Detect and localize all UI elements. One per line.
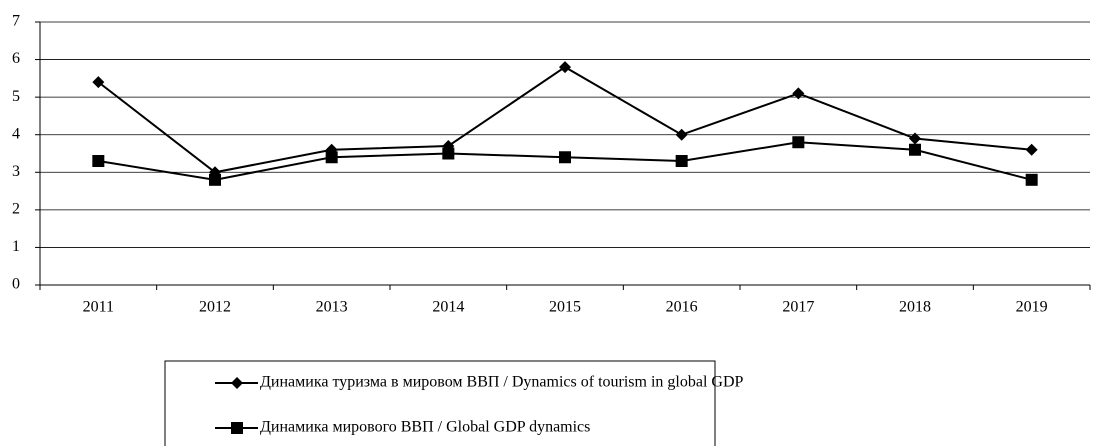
legend-label: Динамика туризма в мировом ВВП / Dynamic… [260, 374, 744, 391]
point [559, 151, 571, 164]
point [209, 173, 221, 186]
y-tick-label: 5 [12, 88, 20, 105]
y-tick-label: 0 [12, 276, 20, 293]
legend-marker [231, 422, 243, 434]
point [1025, 173, 1038, 186]
x-tick-label: 2011 [83, 299, 114, 316]
point [909, 143, 921, 156]
y-tick-label: 7 [12, 13, 20, 30]
y-tick-label: 4 [12, 125, 20, 142]
point [792, 87, 805, 100]
point [92, 155, 105, 168]
legend-marker [231, 377, 243, 389]
point [325, 151, 338, 164]
point [442, 147, 455, 160]
x-tick-label: 2013 [316, 299, 348, 316]
y-tick-label: 6 [12, 50, 20, 67]
x-tick-label: 2012 [199, 299, 231, 316]
point [92, 76, 105, 89]
point [909, 132, 921, 145]
x-tick-label: 2016 [666, 299, 698, 316]
x-tick-label: 2015 [549, 299, 581, 316]
point [792, 136, 805, 149]
y-tick-label: 2 [12, 201, 20, 218]
point [1025, 143, 1038, 156]
y-tick-label: 3 [12, 163, 20, 180]
point [675, 128, 688, 141]
x-tick-label: 2019 [1016, 299, 1048, 316]
x-tick-label: 2017 [782, 299, 814, 316]
legend-box [164, 360, 716, 446]
point [675, 155, 688, 168]
legend-label: Динамика мирового ВВП / Global GDP dynam… [260, 419, 590, 436]
x-tick-label: 2018 [899, 299, 931, 316]
y-tick-label: 1 [12, 238, 20, 255]
x-tick-label: 2014 [432, 299, 464, 316]
point [559, 61, 571, 74]
